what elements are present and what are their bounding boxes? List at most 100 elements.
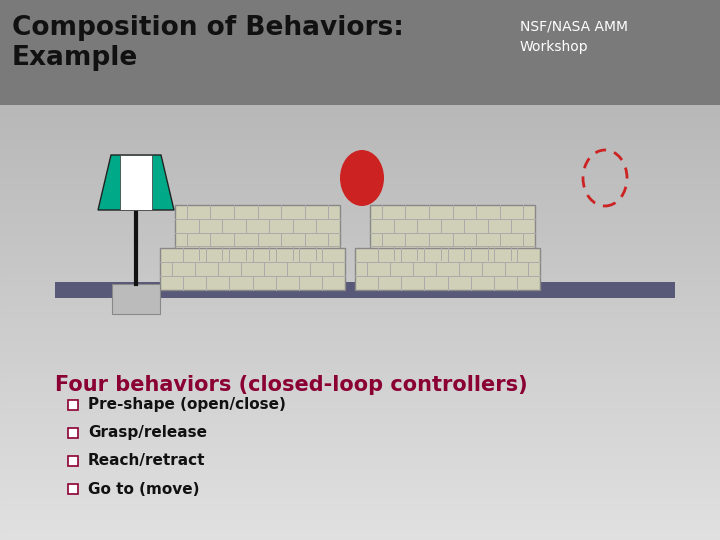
Bar: [0, 468, 720, 470]
Bar: [0, 523, 720, 525]
Bar: [0, 142, 720, 144]
Bar: [0, 440, 720, 442]
Bar: [0, 431, 720, 434]
Bar: [0, 353, 720, 355]
Bar: [0, 510, 720, 512]
Bar: [0, 214, 720, 216]
Bar: [0, 268, 720, 271]
Bar: [0, 314, 720, 316]
Bar: [0, 288, 720, 290]
Bar: [0, 418, 720, 421]
Bar: [0, 238, 720, 240]
Bar: [0, 197, 720, 199]
Bar: [0, 164, 720, 166]
Bar: [0, 499, 720, 501]
Bar: [0, 501, 720, 503]
Bar: [0, 199, 720, 201]
Bar: [68, 456, 78, 466]
Bar: [0, 477, 720, 479]
Bar: [0, 349, 720, 351]
Bar: [68, 400, 78, 410]
Bar: [0, 192, 720, 194]
Bar: [0, 355, 720, 357]
Bar: [0, 388, 720, 390]
Text: Grasp/release: Grasp/release: [88, 426, 207, 441]
Bar: [0, 296, 720, 299]
Bar: [0, 521, 720, 523]
Bar: [0, 475, 720, 477]
Bar: [0, 536, 720, 538]
Bar: [0, 366, 720, 368]
Bar: [0, 332, 720, 334]
Bar: [0, 527, 720, 529]
Bar: [0, 136, 720, 138]
Bar: [0, 242, 720, 245]
Bar: [0, 260, 720, 262]
Bar: [0, 156, 720, 158]
Bar: [0, 394, 720, 396]
Bar: [0, 409, 720, 412]
Bar: [0, 303, 720, 305]
Text: Go to (move): Go to (move): [88, 482, 199, 496]
Bar: [0, 194, 720, 197]
Bar: [0, 334, 720, 336]
Bar: [0, 490, 720, 492]
Bar: [0, 488, 720, 490]
Bar: [0, 118, 720, 120]
Bar: [0, 483, 720, 485]
Bar: [0, 434, 720, 436]
Bar: [0, 370, 720, 373]
Bar: [0, 377, 720, 379]
Bar: [0, 229, 720, 231]
Bar: [0, 123, 720, 125]
Bar: [0, 525, 720, 527]
Bar: [0, 492, 720, 494]
Bar: [0, 447, 720, 449]
Bar: [0, 494, 720, 497]
Bar: [0, 275, 720, 277]
Bar: [0, 140, 720, 142]
Bar: [0, 438, 720, 440]
Bar: [0, 453, 720, 455]
Bar: [0, 235, 720, 238]
Bar: [0, 512, 720, 514]
Bar: [0, 360, 720, 362]
Bar: [0, 222, 720, 225]
Bar: [0, 464, 720, 466]
Bar: [0, 181, 720, 184]
Bar: [0, 188, 720, 190]
Bar: [0, 271, 720, 273]
Bar: [0, 227, 720, 229]
Bar: [0, 249, 720, 251]
Bar: [0, 485, 720, 488]
Bar: [112, 284, 160, 314]
Bar: [0, 247, 720, 249]
Bar: [0, 107, 720, 110]
Bar: [0, 340, 720, 342]
Bar: [0, 131, 720, 133]
Bar: [0, 460, 720, 462]
Bar: [0, 503, 720, 505]
Bar: [0, 320, 720, 322]
Bar: [0, 396, 720, 399]
Bar: [0, 210, 720, 212]
Bar: [0, 266, 720, 268]
Bar: [0, 342, 720, 345]
Bar: [55, 282, 675, 298]
Bar: [0, 312, 720, 314]
Bar: [0, 368, 720, 370]
Bar: [0, 277, 720, 279]
Bar: [0, 112, 720, 114]
Bar: [0, 429, 720, 431]
Bar: [0, 347, 720, 349]
Bar: [0, 251, 720, 253]
Bar: [0, 138, 720, 140]
Bar: [0, 218, 720, 220]
Bar: [0, 253, 720, 255]
Bar: [0, 186, 720, 188]
Bar: [0, 529, 720, 531]
Bar: [0, 505, 720, 508]
Text: NSF/NASA AMM
Workshop: NSF/NASA AMM Workshop: [520, 20, 628, 53]
Bar: [0, 220, 720, 222]
Bar: [0, 462, 720, 464]
